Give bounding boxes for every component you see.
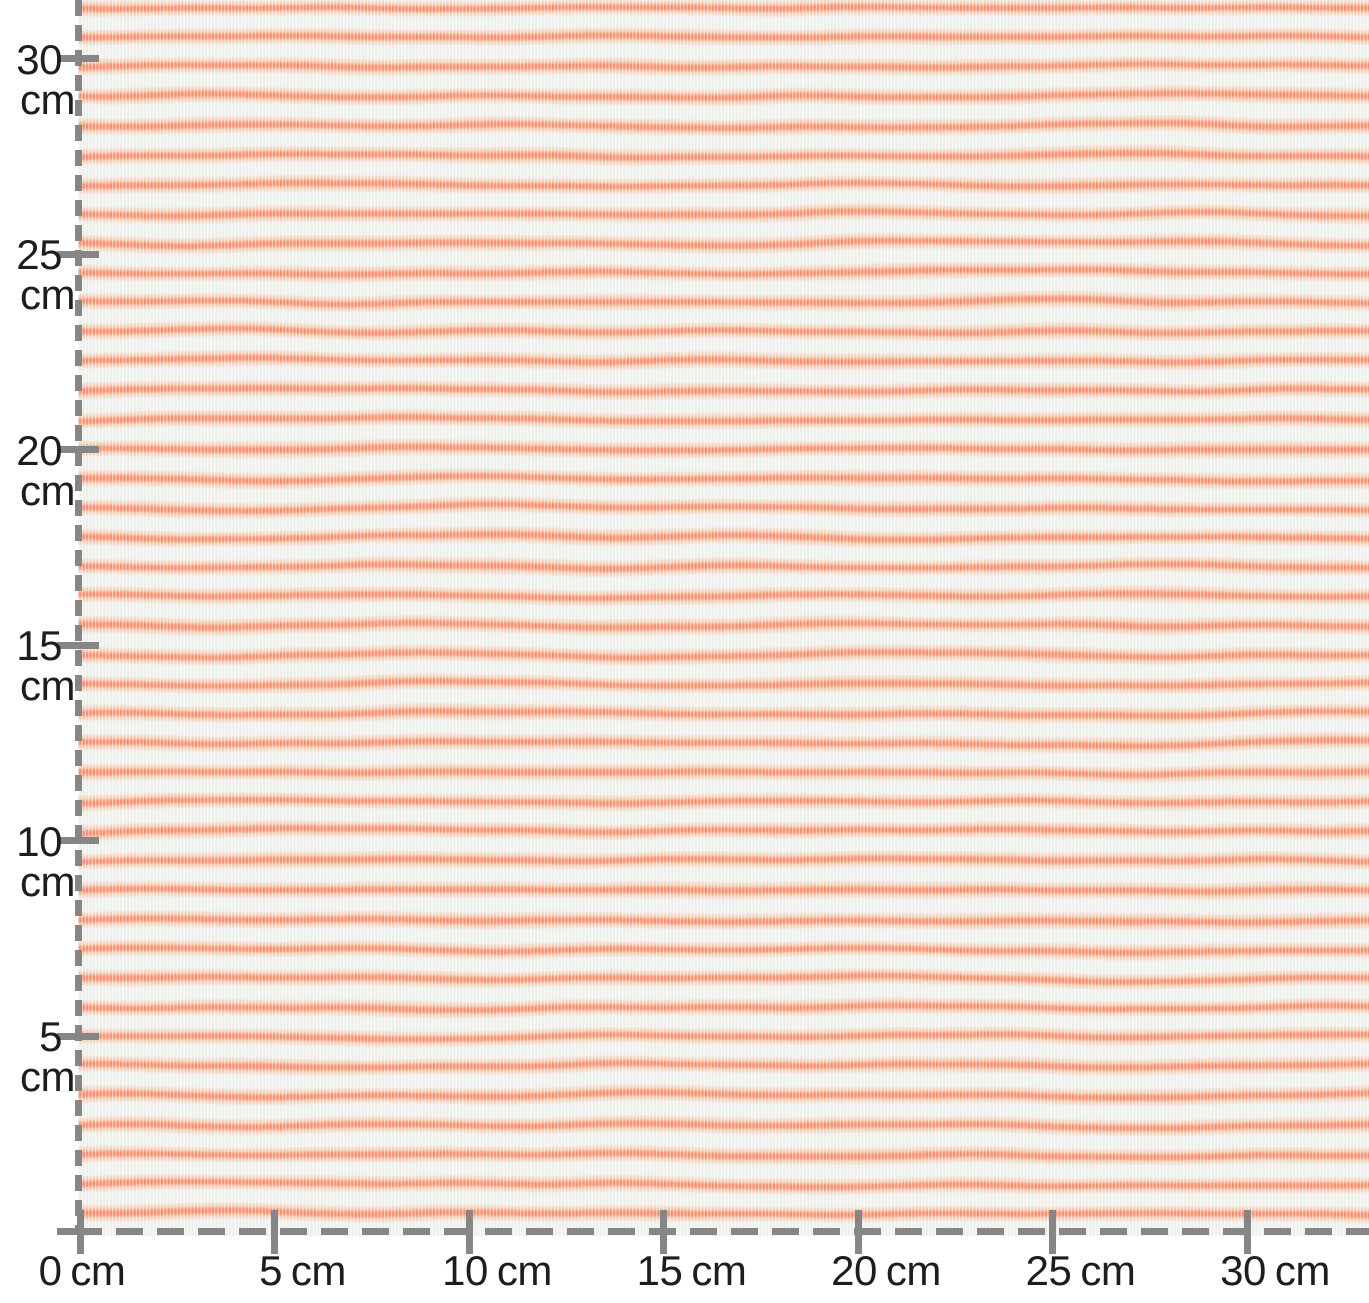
ruler-label: 30 cm bbox=[1220, 1248, 1330, 1294]
left-ruler-line bbox=[75, 0, 82, 1233]
ruler-label: 5 cm bbox=[0, 1013, 76, 1101]
ruler-label-unit: cm bbox=[20, 75, 76, 123]
ruler-label-unit: cm bbox=[1080, 1247, 1136, 1294]
ruler-label-value: 5 bbox=[259, 1247, 282, 1294]
ruler-label: 25 cm bbox=[1026, 1248, 1136, 1294]
ruler-label-value: 30 bbox=[1220, 1247, 1266, 1294]
ruler-label-unit: cm bbox=[691, 1247, 747, 1294]
ruler-label-unit: cm bbox=[1274, 1247, 1331, 1294]
ruler-label: 10 cm bbox=[442, 1248, 552, 1294]
ruler-tick bbox=[465, 1210, 473, 1254]
ruler-label-value: 20 bbox=[16, 426, 62, 474]
ruler-tick bbox=[660, 1210, 667, 1254]
ruler-label: 0 cm bbox=[39, 1248, 126, 1294]
ruler-label-value: 20 bbox=[831, 1247, 877, 1294]
bottom-ruler-line bbox=[75, 1228, 1369, 1235]
ruler-tick bbox=[57, 250, 99, 258]
ruler-label-unit: cm bbox=[885, 1247, 942, 1294]
ruler-label-value: 25 bbox=[16, 231, 62, 279]
ruler-label: 5 cm bbox=[259, 1248, 346, 1294]
ruler-label-unit: cm bbox=[70, 1247, 126, 1294]
ruler-label-value: 30 bbox=[16, 35, 62, 83]
ruler-label: 25 cm bbox=[0, 231, 76, 319]
ruler-label-unit: cm bbox=[20, 271, 76, 319]
fabric-stripes-image bbox=[78, 0, 1369, 1236]
ruler-label: 10 cm bbox=[0, 817, 76, 905]
ruler-label-value: 0 bbox=[38, 1247, 62, 1294]
fabric-swatch bbox=[78, 0, 1369, 1236]
ruler-label: 20 cm bbox=[831, 1248, 941, 1294]
ruler-tick bbox=[57, 55, 99, 63]
ruler-label-unit: cm bbox=[20, 466, 76, 514]
ruler-label-value: 5 bbox=[39, 1013, 62, 1061]
knit-texture-overlay bbox=[78, 0, 1369, 1236]
ruler-label-value: 25 bbox=[1025, 1247, 1072, 1294]
ruler-label-unit: cm bbox=[496, 1247, 553, 1294]
ruler-tick bbox=[57, 837, 99, 845]
ruler-tick bbox=[1049, 1210, 1056, 1254]
ruler-label-unit: cm bbox=[20, 662, 76, 710]
ruler-tick bbox=[57, 641, 99, 649]
ruler-label: 30 cm bbox=[0, 35, 76, 123]
ruler-label-value: 10 bbox=[442, 1247, 488, 1294]
ruler-label-unit: cm bbox=[20, 1053, 76, 1101]
ruler-tick bbox=[854, 1210, 862, 1254]
ruler-label-value: 15 bbox=[16, 622, 62, 670]
ruler-label: 20 cm bbox=[0, 426, 76, 514]
ruler-label: 15 cm bbox=[637, 1248, 747, 1294]
ruler-tick bbox=[76, 1210, 84, 1254]
ruler-tick bbox=[57, 1032, 99, 1040]
ruler-label-value: 15 bbox=[636, 1247, 683, 1294]
ruler-label-unit: cm bbox=[290, 1247, 347, 1294]
ruler-label: 15 cm bbox=[0, 622, 76, 710]
ruler-tick bbox=[1243, 1210, 1251, 1254]
ruler-label-value: 10 bbox=[16, 817, 62, 865]
ruler-tick bbox=[271, 1210, 278, 1254]
ruler-label-unit: cm bbox=[20, 857, 76, 905]
ruler-tick bbox=[57, 446, 99, 454]
